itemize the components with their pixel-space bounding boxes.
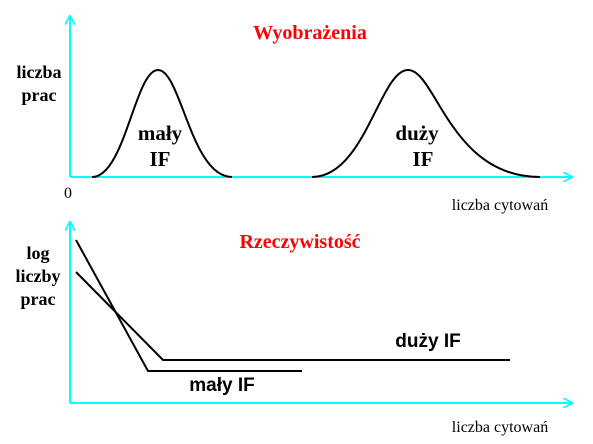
- large-if-curve-label-line1: duży: [395, 121, 439, 145]
- top-ylabel-line1: liczba: [17, 62, 62, 82]
- bottom-ylabel-line2: liczby: [16, 266, 61, 286]
- small-if-curve-label-line2: IF: [150, 147, 171, 171]
- bottom-ylabel-line3: prac: [21, 289, 56, 309]
- small-if-curve-label-line1: mały: [138, 121, 183, 145]
- small-if-bell-curve: [91, 68, 233, 178]
- top-title: Wyobrażenia: [253, 22, 367, 44]
- top-origin-label: 0: [64, 185, 72, 202]
- top-ylabel-line2: prac: [22, 85, 57, 105]
- small-if-line-label: mały IF: [189, 375, 254, 396]
- large-if-bell-curve: [311, 68, 541, 178]
- large-if-curve-label-line2: IF: [413, 147, 434, 171]
- bottom-title: Rzeczywistość: [239, 231, 360, 253]
- bottom-xlabel: liczba cytowań: [452, 419, 548, 436]
- small-if-line: [75, 239, 302, 372]
- top-xlabel: liczba cytowań: [452, 197, 548, 214]
- bottom-ylabel-line1: log: [26, 243, 49, 263]
- large-if-line-label: duży IF: [395, 331, 460, 352]
- large-if-line: [75, 271, 510, 361]
